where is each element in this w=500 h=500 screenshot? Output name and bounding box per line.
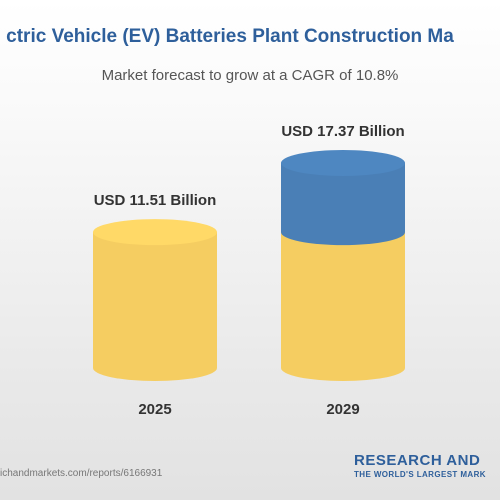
brand-tagline: THE WORLD'S LARGEST MARK xyxy=(354,470,486,479)
x-tick-2029: 2029 xyxy=(326,401,359,418)
source-url: ichandmarkets.com/reports/6166931 xyxy=(0,468,163,479)
chart-title: ctric Vehicle (EV) Batteries Plant Const… xyxy=(6,26,454,47)
brand-name: RESEARCH AND xyxy=(354,452,481,469)
bar-2029-segment-0 xyxy=(281,232,405,381)
brand-logo: RESEARCH AND THE WORLD'S LARGEST MARK xyxy=(354,452,500,479)
data-label-2025: USD 11.51 Billion xyxy=(94,192,217,209)
data-label-2029: USD 17.37 Billion xyxy=(281,123,404,140)
bar-2029-segment-1 xyxy=(281,150,405,246)
chart-subtitle: Market forecast to grow at a CAGR of 10.… xyxy=(101,67,399,84)
x-tick-2025: 2025 xyxy=(138,401,171,418)
bar-2025-segment-0 xyxy=(93,219,217,381)
